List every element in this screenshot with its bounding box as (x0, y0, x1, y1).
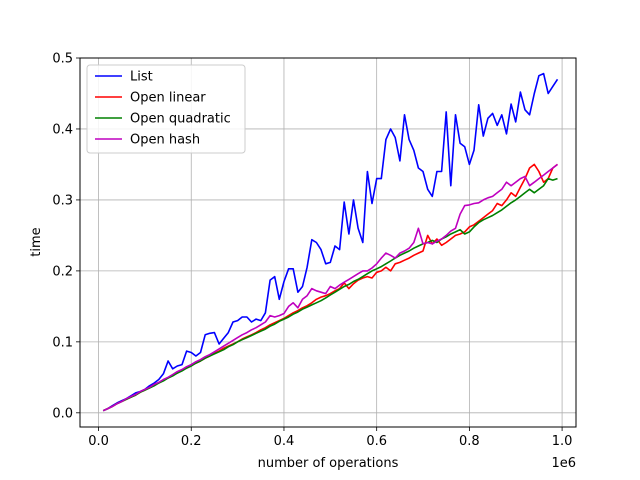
x-offset-label: 1e6 (551, 456, 576, 471)
y-tick-label: 0.3 (52, 193, 73, 208)
x-tick-label: 0.6 (366, 434, 387, 449)
series-line-list (102, 72, 559, 412)
y-tick-label: 0.1 (52, 335, 73, 350)
x-axis-label: number of operations (258, 456, 399, 471)
legend-box (86, 64, 246, 154)
y-tick-label: 0.4 (52, 122, 73, 137)
x-tick-label: 0.8 (459, 434, 480, 449)
x-tick-label: 0.4 (274, 434, 295, 449)
x-tick-label: 0.0 (88, 434, 109, 449)
legend-label-list: List (130, 70, 153, 85)
axis-ticks: 0.0 0.2 0.4 0.6 0.8 1.0 0.0 0.1 0.2 0.3 0.4 0.5 (52, 52, 572, 450)
legend-label-open-hash: Open hash (130, 133, 200, 148)
series-lines (102, 72, 559, 412)
y-tick-label: 0.5 (52, 52, 73, 67)
series-line-open-quadratic (102, 177, 558, 412)
legend: List Open linear Open quadratic Open hash (86, 64, 246, 154)
series-line-open-hash (102, 163, 558, 412)
legend-label-open-linear: Open linear (130, 91, 206, 106)
y-tick-label: 0.2 (52, 264, 73, 279)
x-tick-label: 0.2 (181, 434, 202, 449)
legend-label-open-quadratic: Open quadratic (130, 112, 231, 127)
grid (80, 57, 576, 427)
y-tick-label: 0.0 (52, 406, 73, 421)
y-axis-label: time (29, 227, 44, 256)
x-tick-label: 1.0 (552, 434, 573, 449)
plot-frame (79, 57, 577, 428)
